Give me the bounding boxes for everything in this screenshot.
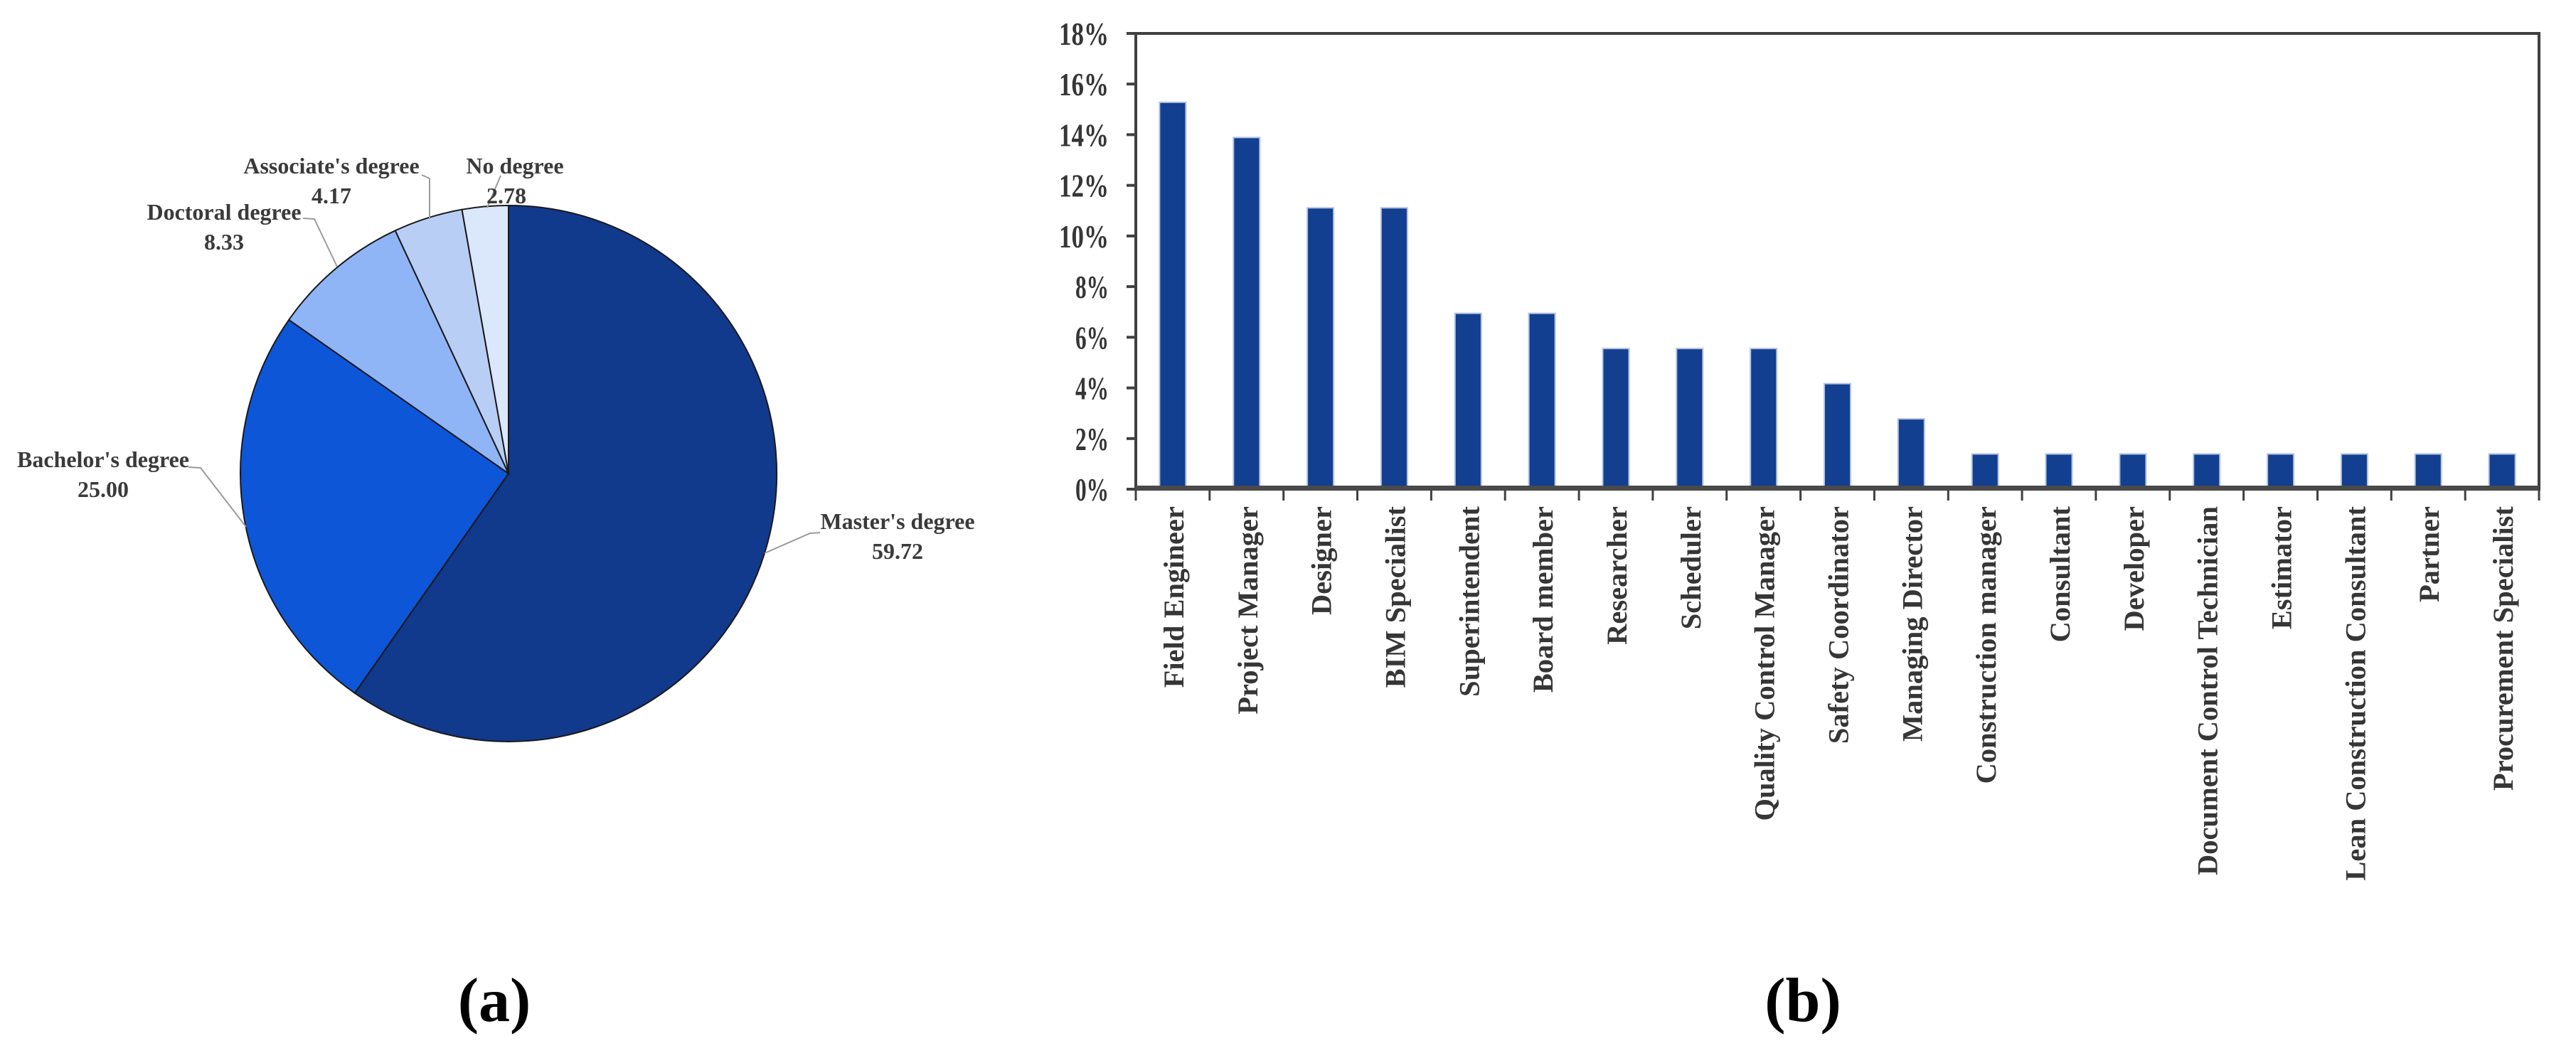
svg-text:4%: 4% (1075, 371, 1109, 407)
svg-text:59.72: 59.72 (872, 538, 923, 564)
svg-text:Superintendent: Superintendent (1453, 506, 1485, 697)
svg-text:Developer: Developer (2118, 506, 2150, 631)
svg-text:Designer: Designer (1306, 506, 1338, 615)
svg-text:Scheduler: Scheduler (1675, 506, 1707, 629)
svg-text:Doctoral degree: Doctoral degree (147, 199, 301, 225)
svg-text:Quality Control Manager: Quality Control Manager (1749, 506, 1781, 821)
svg-text:Researcher: Researcher (1601, 506, 1633, 645)
svg-text:BIM Specialist: BIM Specialist (1379, 506, 1411, 688)
svg-text:Lean Construction Consultant: Lean Construction Consultant (2339, 506, 2371, 881)
svg-text:No degree: No degree (466, 153, 563, 178)
svg-text:8.33: 8.33 (204, 229, 244, 255)
svg-text:18%: 18% (1059, 16, 1109, 52)
svg-text:16%: 16% (1059, 67, 1109, 102)
svg-text:Master's degree: Master's degree (820, 508, 974, 534)
svg-text:4.17: 4.17 (312, 183, 351, 208)
svg-text:Procurement Specialist: Procurement Specialist (2487, 506, 2519, 791)
svg-text:(a): (a) (458, 966, 531, 1035)
svg-text:2%: 2% (1075, 422, 1109, 457)
svg-text:Estimator: Estimator (2266, 506, 2298, 629)
svg-text:Consultant: Consultant (2044, 506, 2076, 642)
svg-text:Managing Director: Managing Director (1896, 506, 1928, 742)
svg-text:8%: 8% (1075, 269, 1109, 305)
svg-text:Construction manager: Construction manager (1970, 506, 2002, 784)
svg-text:Document Control Technician: Document Control Technician (2192, 506, 2224, 875)
svg-text:Board member: Board member (1527, 506, 1559, 693)
svg-text:Partner: Partner (2413, 506, 2445, 602)
svg-text:Safety Coordinator: Safety Coordinator (1823, 506, 1855, 744)
svg-text:0%: 0% (1075, 472, 1109, 508)
svg-text:12%: 12% (1059, 169, 1109, 204)
svg-text:10%: 10% (1059, 219, 1109, 255)
svg-text:25.00: 25.00 (78, 476, 129, 502)
svg-text:14%: 14% (1059, 117, 1109, 153)
svg-text:2.78: 2.78 (486, 183, 526, 208)
svg-text:6%: 6% (1075, 320, 1109, 356)
svg-text:Bachelor's degree: Bachelor's degree (17, 447, 189, 472)
svg-text:(b): (b) (1765, 966, 1841, 1035)
svg-text:Associate's degree: Associate's degree (243, 153, 419, 178)
svg-text:Field Engineer: Field Engineer (1158, 506, 1190, 688)
svg-text:Project Manager: Project Manager (1232, 506, 1264, 715)
